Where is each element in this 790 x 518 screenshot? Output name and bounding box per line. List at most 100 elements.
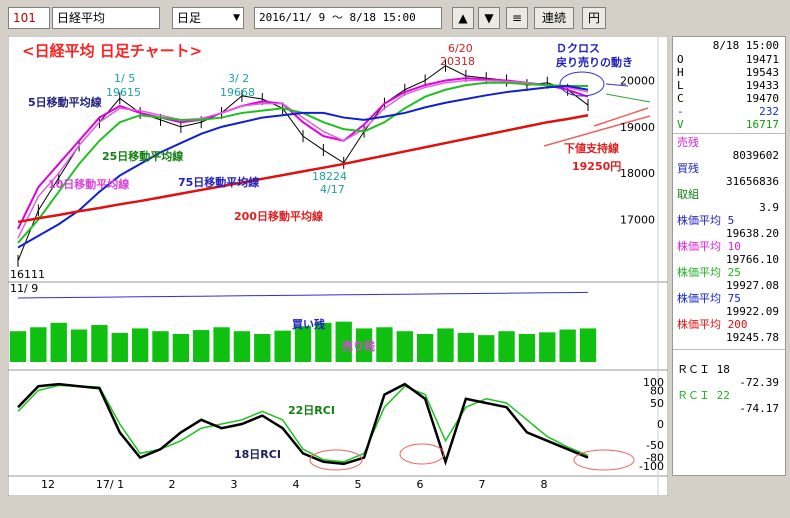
low-value: 19433 — [745, 79, 779, 92]
ma200-label: 株価平均 200 — [677, 318, 748, 331]
volume-bar — [376, 327, 393, 362]
ma25-value: 19927.08 — [726, 279, 779, 292]
volume-bar — [355, 328, 373, 362]
support-arrow-upper — [593, 107, 649, 127]
hamburger-icon[interactable]: ≡ — [506, 7, 528, 29]
volume-bar — [131, 328, 149, 362]
sell-label: 売り残 — [342, 339, 375, 353]
peak3-date: 6/20 — [448, 42, 473, 55]
ma-line-1 — [17, 79, 589, 239]
grid — [8, 36, 668, 496]
sell-back-arrow — [605, 93, 651, 103]
triangle-up-icon[interactable]: ▲ — [452, 7, 474, 29]
y-tick-label: 17000 — [620, 214, 655, 227]
volume-bar — [559, 329, 576, 362]
y-tick-label: 19000 — [620, 121, 655, 134]
x-tick-label: 12 — [41, 478, 55, 491]
label-ma10: 10日移動平均線 — [48, 177, 129, 191]
low-label: L — [677, 79, 684, 92]
volume-bar — [416, 334, 434, 362]
peak1-date: 1/ 5 — [114, 72, 135, 85]
ma10-label: 株価平均 10 — [677, 240, 741, 253]
code-input[interactable]: 101 — [8, 7, 50, 29]
volume-bars — [9, 291, 597, 362]
price-lines — [17, 59, 589, 267]
ma75-value: 19922.09 — [726, 305, 779, 318]
volume-bar — [233, 331, 251, 362]
volume-bar — [111, 332, 128, 362]
x-tick-label: 2 — [169, 478, 176, 491]
buy-balance-value: 31656836 — [726, 175, 779, 188]
dcross-arrow — [605, 83, 629, 87]
rci18-label: 18日RCI — [234, 448, 281, 461]
volume-bar — [9, 331, 27, 362]
volume-value: 16717 — [745, 118, 779, 131]
rci18-side-value: -72.39 — [739, 376, 779, 389]
volume-bar — [30, 327, 47, 362]
x-tick-label: 6 — [417, 478, 424, 491]
yen-button[interactable]: 円 — [582, 7, 606, 29]
rci22-line — [17, 384, 589, 463]
sell-balance-label: 売残 — [677, 136, 699, 149]
chevron-down-icon: ▼ — [233, 13, 240, 23]
rci-tick-label: 80 — [650, 384, 664, 397]
volume-bar — [437, 328, 454, 362]
rci-tick-label: 100 — [643, 376, 664, 389]
x-tick-label: 7 — [479, 478, 486, 491]
period-value: 日足 — [177, 11, 202, 25]
volume-bar — [254, 334, 271, 362]
peak3-value: 20318 — [440, 55, 475, 68]
volume-bar — [274, 330, 291, 362]
x-tick-label: 4 — [293, 478, 300, 491]
name-input[interactable]: 日経平均 — [52, 7, 160, 29]
toolbar: 101 日経平均 日足 ▼ 2016/11/ 9 ～ 8/18 15:00 ▲ … — [0, 0, 790, 34]
buy-balance-label: 買残 — [677, 162, 699, 175]
rci-tick-label: -80 — [646, 452, 664, 465]
peak2-date: 3/ 2 — [228, 72, 249, 85]
period-select[interactable]: 日足 ▼ — [172, 7, 244, 29]
ma5-label: 株価平均 5 — [677, 214, 735, 227]
volume-bar — [172, 334, 190, 362]
rci-tick-label: -50 — [646, 439, 664, 452]
rci-lines — [17, 382, 589, 466]
support-arrow-lower — [543, 115, 651, 147]
change-value: 232 — [759, 105, 779, 118]
low1-date: 11/ 9 — [10, 282, 38, 295]
open-label: O — [677, 53, 684, 66]
volume-bar — [152, 331, 169, 362]
volume-bar — [335, 321, 352, 362]
buy-label: 買い残 — [292, 317, 325, 331]
volume-bar — [70, 329, 88, 362]
rci-circle-3 — [573, 449, 635, 471]
continuous-button[interactable]: 連続 — [534, 7, 574, 29]
volume-bar — [478, 335, 495, 362]
volume-bar — [539, 332, 556, 362]
y-axis-ticks: 20000 19000 18000 17000 — [620, 74, 655, 226]
volume-bar — [294, 326, 312, 362]
ma-line-0 — [17, 77, 589, 230]
rci-circle-2 — [399, 443, 445, 465]
volume-bar — [50, 322, 67, 362]
x-tick-label: 17/ 1 — [96, 478, 124, 491]
volume-bar — [498, 331, 515, 362]
high-value: 19543 — [745, 66, 779, 79]
support-price-label: 19250円 — [572, 160, 621, 173]
volume-bar — [579, 328, 597, 362]
info-panel: 8/18 15:00 O 19471 H 19543 L 19433 C 19470 -… — [672, 36, 786, 476]
rci-tick-label: 50 — [650, 397, 664, 410]
ma200-value: 19245.78 — [726, 331, 779, 344]
x-tick-label: 3 — [231, 478, 238, 491]
dcross-label: Ｄクロス — [556, 42, 600, 55]
volume-bar — [91, 325, 108, 362]
ma5-value: 19638.20 — [726, 227, 779, 240]
rci18-line — [17, 382, 589, 466]
rci22-side-value: -74.17 — [739, 402, 779, 415]
chart-title: <日経平均 日足チャート> — [22, 42, 202, 60]
label-ma25: 25日移動平均線 — [102, 149, 183, 163]
volume-label: V — [677, 118, 684, 131]
ma-line-3 — [17, 85, 589, 249]
info-date: 8/18 15:00 — [712, 39, 779, 52]
dcross-circle — [559, 71, 605, 97]
x-tick-label: 8 — [541, 478, 548, 491]
triangle-down-icon[interactable]: ▼ — [478, 7, 500, 29]
